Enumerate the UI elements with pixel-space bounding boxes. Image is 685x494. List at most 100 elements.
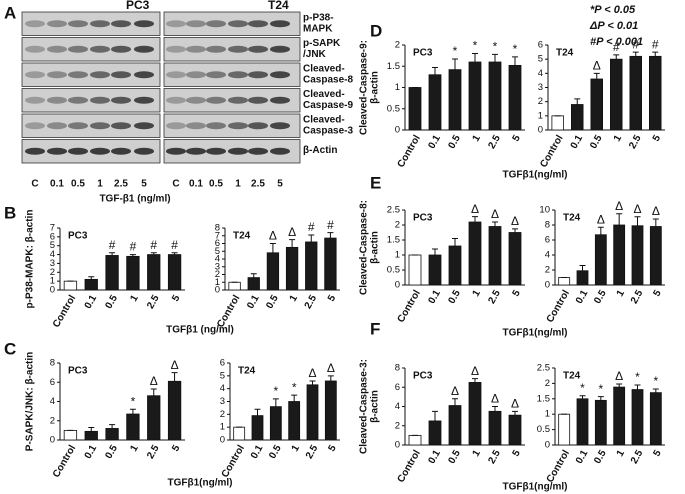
panel-letter: E <box>370 173 381 192</box>
blot-band <box>90 45 110 53</box>
protein-label: p-P38- <box>303 13 334 24</box>
blot-band <box>25 45 45 53</box>
error-bar <box>512 228 518 233</box>
blot-band <box>68 147 88 155</box>
bar <box>631 389 644 446</box>
bar <box>147 254 161 291</box>
x-tick-label: 0.1 <box>245 293 262 311</box>
blot-band <box>166 20 186 28</box>
x-tick-label: 2.5 <box>629 448 646 466</box>
significance-mark: Δ <box>511 214 519 228</box>
bar <box>305 241 318 291</box>
error-bar <box>250 273 257 278</box>
bar <box>594 399 607 446</box>
error-bar <box>616 383 623 388</box>
y-tick-label: 0.5 <box>387 265 400 276</box>
bar <box>428 254 442 286</box>
y-tick-label: 0 <box>215 285 220 296</box>
significance-mark: * <box>635 370 640 384</box>
significance-mark: # <box>109 238 116 252</box>
blot-band <box>228 45 248 53</box>
blot-band <box>134 122 154 130</box>
error-bar <box>616 213 623 225</box>
y-axis-label: β-actin <box>370 71 381 104</box>
error-bar <box>171 252 178 255</box>
x-tick-label: 5 <box>511 288 524 299</box>
significance-mark: * <box>292 380 297 394</box>
blot-band <box>134 147 154 155</box>
y-tick-label: 1 <box>395 250 400 261</box>
bar <box>147 395 161 441</box>
blot-band <box>47 45 67 53</box>
y-tick-label: 6 <box>50 377 55 388</box>
y-tick-label: 2 <box>545 378 550 389</box>
chart-label: PC3 <box>413 213 433 224</box>
error-bar <box>632 51 639 57</box>
x-tick-label: 5 <box>170 443 183 454</box>
bar <box>247 277 260 291</box>
x-tick-label: 0.1 <box>426 448 443 466</box>
bar <box>631 225 644 286</box>
y-tick-label: 6 <box>395 382 400 393</box>
blot-band <box>206 71 226 79</box>
x-axis-label: TGFβ1(ng/ml) <box>503 328 568 339</box>
blot-band <box>270 122 290 130</box>
y-axis-label: Cleaved-Caspase-9: <box>359 40 370 135</box>
blot-band <box>206 96 226 104</box>
bar <box>551 115 565 131</box>
error-bar <box>579 265 586 271</box>
y-tick-label: 2 <box>50 267 55 278</box>
error-bar <box>452 58 458 70</box>
blot-band <box>134 20 154 28</box>
bar <box>613 386 626 446</box>
error-bar <box>452 398 458 406</box>
error-bar <box>327 232 334 239</box>
y-tick-label: 1.5 <box>387 235 400 246</box>
y-tick-label: 1.5 <box>537 393 550 404</box>
significance-mark: Δ <box>491 392 499 406</box>
bar <box>408 434 422 446</box>
x-tick-label: 1 <box>288 293 301 304</box>
y-tick-label: 0 <box>395 440 400 451</box>
blot-band <box>186 96 206 104</box>
bar <box>576 270 589 286</box>
blot-band <box>47 147 67 155</box>
y-tick-label: 4 <box>538 68 543 79</box>
blot-band <box>111 45 131 53</box>
blot-band <box>206 45 226 53</box>
blot-band <box>248 122 268 130</box>
x-tick-label: 0.1 <box>426 288 443 306</box>
bar <box>288 401 301 441</box>
bar <box>558 277 571 286</box>
bar <box>448 405 462 446</box>
blot-band <box>25 71 45 79</box>
y-tick-label: 0.5 <box>387 103 400 114</box>
y-tick-label: 6 <box>220 358 225 369</box>
x-tick-label: Control <box>545 288 572 324</box>
blot-band <box>166 147 186 155</box>
lane-label: C <box>172 179 179 190</box>
panel-letter: D <box>370 21 382 40</box>
error-bar <box>432 410 438 421</box>
error-bar <box>472 378 478 383</box>
blot-band <box>206 122 226 130</box>
error-bar <box>327 375 334 381</box>
x-tick-label: 2.5 <box>304 443 321 461</box>
significance-mark: * <box>653 374 658 388</box>
blot-band <box>206 20 226 28</box>
panel-letter: B <box>4 203 16 222</box>
blot-band <box>166 45 186 53</box>
x-tick-label: 5 <box>651 288 664 299</box>
blot-band <box>111 147 131 155</box>
blot-band <box>270 71 290 79</box>
blot-band <box>206 147 226 155</box>
error-bar <box>308 234 315 242</box>
y-tick-label: 5 <box>220 370 225 381</box>
y-tick-label: 6 <box>215 238 220 249</box>
bar <box>468 61 482 131</box>
blot-band <box>68 20 88 28</box>
bar <box>448 69 462 131</box>
bar <box>428 420 442 446</box>
x-tick-label: 5 <box>170 293 183 304</box>
y-tick-label: 2 <box>395 420 400 431</box>
